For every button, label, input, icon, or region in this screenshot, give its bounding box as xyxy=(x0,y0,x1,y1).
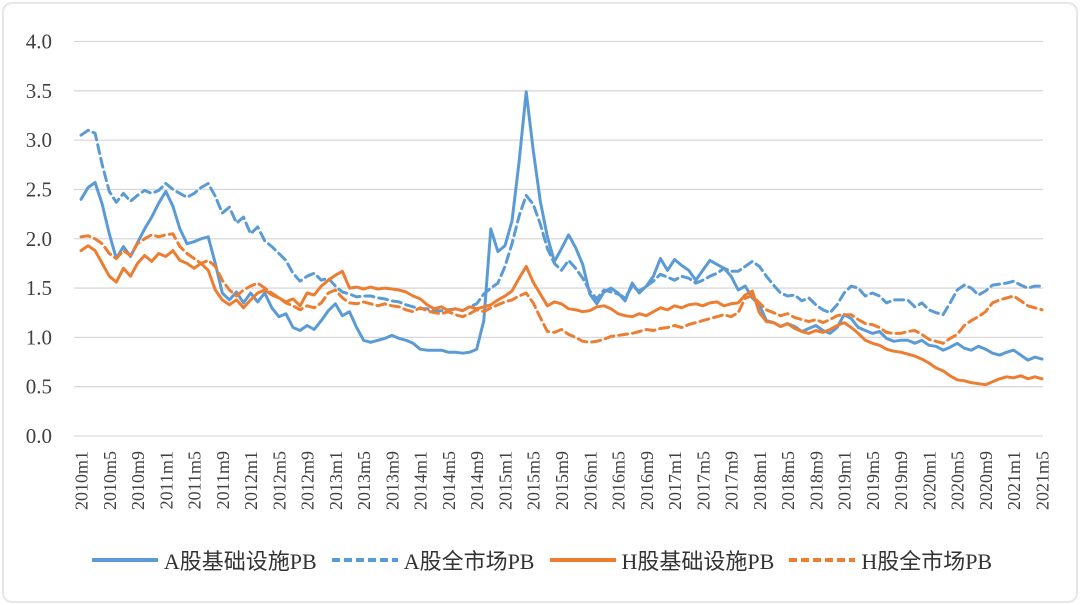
y-axis-tick-label: 0.5 xyxy=(26,375,52,399)
legend-item: A股基础设施PB xyxy=(91,544,317,576)
y-axis-tick-label: 2.0 xyxy=(26,227,52,251)
y-axis-tick-label: 0.0 xyxy=(26,424,52,448)
series-line-dashed-orange xyxy=(79,232,1044,345)
legend-item: H股全市场PB xyxy=(789,544,992,576)
x-axis-tick-label: 2020m9 xyxy=(976,451,996,510)
x-axis-tick-label: 2019m9 xyxy=(891,451,911,510)
x-axis-tick-label: 2013m9 xyxy=(382,451,402,510)
x-axis-tick-label: 2017m9 xyxy=(722,451,742,510)
x-axis-tick-label: 2014m9 xyxy=(467,451,487,510)
series-line-solid-blue xyxy=(79,90,1044,362)
legend-line-sample-dashed xyxy=(789,558,856,562)
x-axis-tick-label: 2015m1 xyxy=(495,451,515,510)
x-axis-tick-label: 2017m1 xyxy=(665,451,685,510)
x-axis-tick-label: 2019m1 xyxy=(835,451,855,510)
x-axis-tick-label: 2012m1 xyxy=(241,451,261,510)
x-axis-tick-label: 2012m9 xyxy=(298,451,318,510)
x-axis-tick-label: 2011m1 xyxy=(156,451,176,509)
x-axis-tick-label: 2018m5 xyxy=(778,451,798,510)
x-axis-tick-label: 2018m9 xyxy=(806,451,826,510)
y-axis-tick-label: 3.0 xyxy=(26,128,52,152)
legend-label: A股全市场PB xyxy=(403,549,535,574)
legend-label: H股全市场PB xyxy=(861,549,993,574)
legend-line-sample-dashed xyxy=(331,558,398,562)
series-line-dashed-blue xyxy=(79,128,1044,317)
x-axis-tick-label: 2014m5 xyxy=(439,451,459,510)
x-axis-tick-label: 2011m9 xyxy=(213,451,233,509)
x-axis-tick-label: 2012m5 xyxy=(269,451,289,510)
y-axis-tick-label: 1.0 xyxy=(26,325,52,349)
legend-line-sample-solid xyxy=(91,558,158,562)
x-axis-tick-label: 2015m9 xyxy=(552,451,572,510)
legend-line-sample-solid xyxy=(549,558,616,562)
y-axis-tick-label: 1.5 xyxy=(26,276,52,300)
x-axis-tick-label: 2016m9 xyxy=(637,451,657,510)
legend-label: A股基础设施PB xyxy=(163,549,317,574)
x-axis-tick-label: 2016m1 xyxy=(580,451,600,510)
y-axis-tick-label: 4.0 xyxy=(26,30,52,54)
legend-item: H股基础设施PB xyxy=(549,544,775,576)
x-axis-tick-label: 2016m5 xyxy=(609,451,629,510)
legend-label: H股基础设施PB xyxy=(621,549,775,574)
x-axis-tick-label: 2017m5 xyxy=(693,451,713,510)
chart-canvas: 0.0 0.5 1.0 1.5 2.0 2.5 3.0 3.5 4.0 2010m1 2010m5 2… xyxy=(26,30,1053,511)
y-axis-tick-label: 3.5 xyxy=(26,79,52,103)
x-axis-tick-label: 2010m5 xyxy=(100,451,120,510)
legend: A股基础设施PB A股全市场PB H股基础设施PB H股全市场PB xyxy=(4,544,1080,576)
y-axis-tick-label: 2.5 xyxy=(26,177,52,201)
x-axis-tick-label: 2013m1 xyxy=(326,451,346,510)
legend-item: A股全市场PB xyxy=(331,544,535,576)
x-axis-tick-label: 2013m5 xyxy=(354,451,374,510)
x-axis-tick-label: 2014m1 xyxy=(411,451,431,510)
x-axis-tick-label: 2010m9 xyxy=(128,451,148,510)
x-axis-tick-label: 2021m1 xyxy=(1004,451,1024,510)
x-axis-tick-label: 2018m1 xyxy=(750,451,770,510)
x-axis-tick-label: 2020m1 xyxy=(919,451,939,510)
x-axis-tick-label: 2019m5 xyxy=(863,451,883,510)
x-axis-tick-label: 2015m5 xyxy=(524,451,544,510)
series-line-solid-orange xyxy=(79,244,1044,387)
x-axis-tick-label: 2020m5 xyxy=(948,451,968,510)
x-axis-tick-label: 2011m5 xyxy=(185,451,205,509)
x-axis-tick-label: 2010m1 xyxy=(72,451,92,510)
x-axis-tick-label: 2021m5 xyxy=(1033,451,1053,510)
